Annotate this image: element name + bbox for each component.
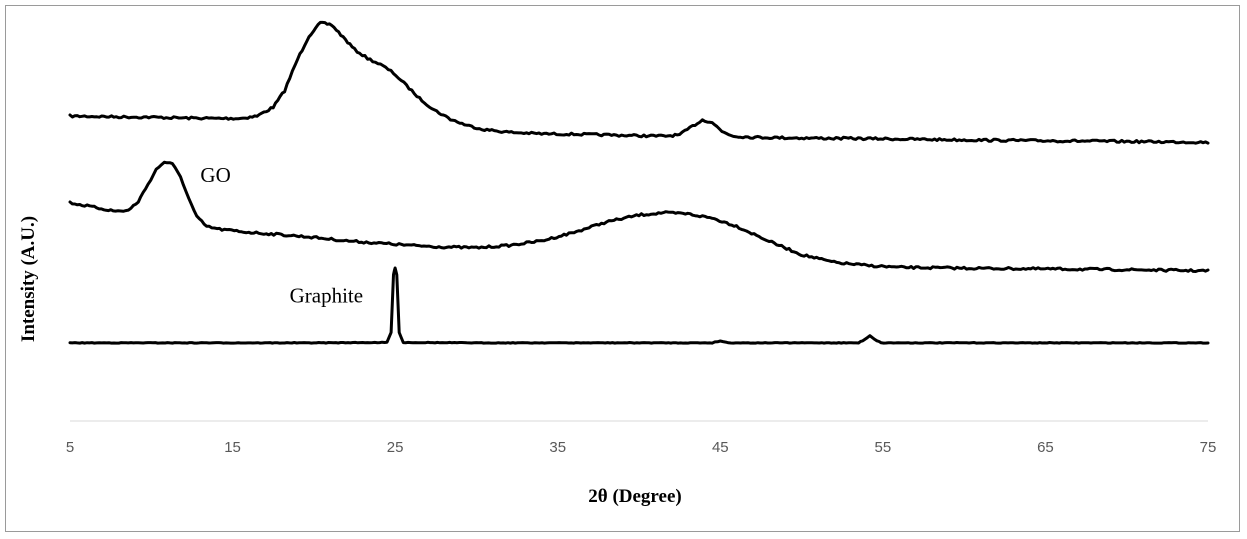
- x-tick-label: 75: [1200, 439, 1217, 456]
- x-tick-labels: 5 15 25 35 45 55 65 75: [66, 439, 1217, 456]
- series-line-rgo: [68, 20, 1210, 145]
- x-tick-label: 15: [224, 439, 241, 456]
- x-tick-label: 5: [66, 439, 74, 456]
- y-axis-title: Intensity (A.U.): [18, 216, 39, 342]
- series-line-go: [68, 160, 1210, 273]
- series-label-rgo: rGO: [280, 6, 317, 8]
- series-label-graphite: Graphite: [290, 283, 363, 307]
- series-labels: rGO GO Graphite: [200, 6, 363, 307]
- x-tick-label: 45: [712, 439, 729, 456]
- x-tick-label: 35: [549, 439, 566, 456]
- x-tick-label: 65: [1037, 439, 1054, 456]
- series-label-go: GO: [200, 163, 230, 187]
- x-axis-title: 2θ (Degree): [588, 486, 681, 507]
- xrd-chart: 5 15 25 35 45 55 65 75 rGO GO Graphite 2θ (Degree…: [18, 6, 1217, 507]
- chart-frame: 5 15 25 35 45 55 65 75 rGO GO Graphite 2θ (Degree…: [5, 5, 1240, 532]
- x-tick-label: 55: [875, 439, 892, 456]
- x-tick-label: 25: [387, 439, 404, 456]
- series-layer: [68, 20, 1210, 345]
- series-line-graphite: [68, 266, 1210, 345]
